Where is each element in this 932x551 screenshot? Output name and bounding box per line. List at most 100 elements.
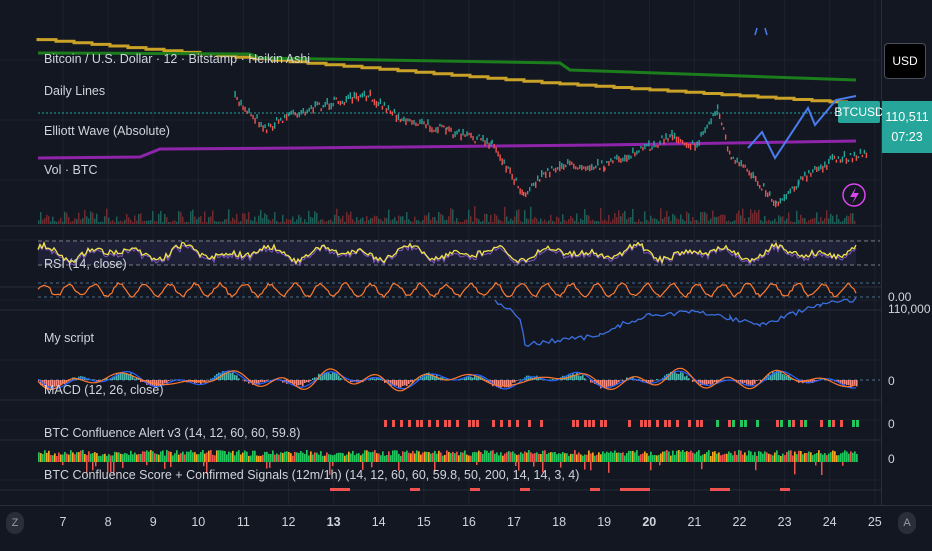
daily-line-gold [38, 38, 848, 102]
indicator-label-my-script[interactable]: My script [44, 331, 94, 345]
confirmed-signal-marker [640, 488, 650, 491]
price-candle [493, 144, 494, 149]
time-label: 10 [191, 515, 205, 529]
alert-signal-bar [384, 420, 387, 427]
macd-histogram-bar [692, 380, 694, 382]
volume-bar [112, 220, 114, 224]
macd-histogram-bar [206, 380, 208, 381]
price-candle [649, 149, 650, 151]
score-bar [576, 454, 578, 462]
score-bar [428, 452, 430, 462]
volume-bar [686, 212, 688, 224]
time-label: 7 [60, 515, 67, 529]
volume-bar [274, 212, 276, 224]
volume-bar [608, 215, 610, 224]
score-bar [778, 455, 780, 462]
score-bar [238, 450, 240, 462]
volume-bar [362, 217, 364, 224]
indicator-label-daily-lines[interactable]: Daily Lines [44, 84, 105, 98]
price-candle [680, 139, 681, 142]
macd-histogram-bar [654, 380, 656, 381]
macd-histogram-bar [652, 380, 654, 382]
score-bar [220, 450, 222, 462]
indicator-label-rsi[interactable]: RSI (14, close) [44, 257, 127, 271]
currency-selector[interactable]: USD [884, 43, 926, 79]
alert-signal-bar [716, 420, 719, 427]
score-bar [850, 451, 852, 462]
score-bar [734, 451, 736, 462]
score-bar [190, 450, 192, 462]
volume-bar [780, 217, 782, 224]
score-bar [666, 450, 668, 462]
indicator-label-elliott-wave[interactable]: Elliott Wave (Absolute) [44, 124, 170, 138]
auto-scale-button[interactable]: A [898, 512, 916, 534]
volume-bar [306, 222, 308, 224]
score-bar [276, 454, 278, 463]
indicator-label-macd[interactable]: MACD (12, 26, close) [44, 383, 163, 397]
volume-bar [224, 220, 226, 225]
alert-signal-bar [500, 420, 503, 427]
alert-signal-bar [436, 420, 439, 427]
volume-bar [190, 211, 192, 224]
volume-bar [320, 220, 322, 224]
price-candle [659, 141, 660, 145]
price-candle [319, 102, 320, 104]
score-bar [818, 450, 820, 462]
indicator-label-confluence-score[interactable]: BTC Confluence Score + Confirmed Signals… [44, 468, 579, 482]
volume-bar [816, 212, 818, 224]
volume-bar [574, 221, 576, 224]
macd-histogram-bar [610, 380, 612, 386]
score-bar [346, 455, 348, 463]
score-bar [94, 452, 96, 462]
price-candle [350, 92, 351, 99]
volume-bar [568, 219, 570, 224]
score-bar [770, 454, 772, 462]
volume-bar [630, 217, 632, 224]
score-bar [158, 455, 160, 462]
volume-bar [466, 219, 468, 224]
price-candle [692, 140, 693, 143]
volume-bar [210, 216, 212, 224]
indicator-label-confluence-alert[interactable]: BTC Confluence Alert v3 (14, 12, 60, 60,… [44, 426, 300, 440]
zoom-button[interactable]: Z [6, 512, 24, 534]
macd-histogram-bar [786, 376, 788, 380]
score-bar [248, 456, 250, 462]
volume-bar [398, 216, 400, 225]
price-candle [234, 91, 235, 98]
volume-bar [798, 220, 800, 224]
macd-histogram-bar [470, 377, 472, 380]
volume-bar [302, 222, 304, 224]
score-bar [118, 452, 120, 462]
volume-bar [772, 221, 774, 224]
volume-bar [74, 218, 76, 224]
indicator-label-volume[interactable]: Vol · BTC [44, 163, 98, 177]
volume-bar [476, 218, 478, 224]
volume-bar [366, 216, 368, 224]
main-chart-title[interactable]: Bitcoin / U.S. Dollar · 12 · Bitstamp · … [44, 52, 310, 66]
volume-bar [494, 214, 496, 224]
score-bar [90, 454, 92, 462]
price-candle [780, 198, 781, 204]
score-bar [366, 450, 368, 462]
price-candle [561, 163, 562, 169]
macd-histogram-bar [706, 380, 708, 385]
score-bar [136, 455, 138, 463]
score-bar [404, 452, 406, 462]
alert-signal-bar [592, 420, 595, 427]
score-bar [216, 450, 218, 462]
volume-bar [448, 216, 450, 224]
volume-bar [728, 221, 730, 225]
alert-signal-bar [676, 420, 679, 427]
volume-bar [444, 220, 446, 224]
score-bar [812, 455, 814, 462]
price-candle [417, 124, 418, 126]
score-bar [440, 453, 442, 463]
score-bar [442, 456, 444, 462]
volume-bar [90, 212, 92, 225]
score-bar [86, 455, 88, 462]
macd-histogram-bar [310, 380, 312, 381]
price-candle [362, 93, 363, 98]
score-bar [696, 452, 698, 462]
macd-histogram-bar [578, 375, 580, 380]
volume-bar [584, 209, 586, 224]
